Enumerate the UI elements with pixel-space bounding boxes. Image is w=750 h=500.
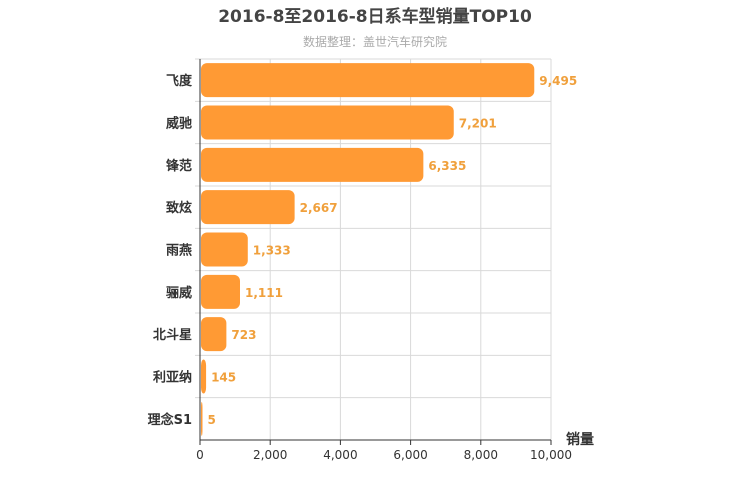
- category-label: 飞度: [166, 73, 193, 89]
- bar: [201, 317, 227, 352]
- data-label: 1,111: [245, 286, 283, 300]
- data-label: 723: [231, 328, 256, 342]
- bar: [201, 190, 295, 225]
- data-label: 6,335: [428, 159, 466, 173]
- category-label: 致炫: [166, 200, 192, 216]
- bar: [201, 359, 207, 394]
- bar: [201, 63, 535, 98]
- tick-label: 8,000: [464, 448, 498, 462]
- bar: [201, 147, 424, 182]
- chart-title: 2016-8至2016-8日系车型销量TOP10: [218, 6, 532, 27]
- value-axis-title: 销量: [566, 431, 594, 448]
- category-label: 北斗星: [153, 328, 192, 343]
- tick-label: 10,000: [530, 448, 572, 462]
- data-label: 2,667: [300, 201, 338, 215]
- bars: 9,495 7,201 6,335 2,667 1,333 1,111 723 145 5: [201, 63, 577, 436]
- category-label: 利亚纳: [153, 370, 192, 386]
- chart-subtitle: 数据整理：盖世汽车研究院: [303, 34, 447, 49]
- data-label: 7,201: [459, 117, 497, 131]
- tick-label: 2,000: [253, 448, 287, 462]
- category-label: 威驰: [166, 116, 192, 132]
- data-label: 1,333: [253, 244, 291, 258]
- tick-label: 0: [196, 448, 204, 462]
- tick-label: 6,000: [393, 448, 427, 462]
- tick-label: 4,000: [323, 448, 357, 462]
- bar: [201, 105, 454, 140]
- bar: [201, 274, 240, 309]
- category-label: 锋范: [166, 158, 192, 174]
- bar: [201, 232, 248, 267]
- data-label: 145: [211, 371, 236, 385]
- data-label: 5: [208, 413, 216, 427]
- category-label: 骊威: [166, 285, 192, 301]
- bar: [201, 401, 203, 436]
- category-label: 理念S1: [148, 412, 192, 428]
- category-label: 雨燕: [166, 243, 192, 259]
- tick-labels: 0 2,000 4,000 6,000 8,000 10,000: [196, 448, 572, 462]
- data-label: 9,495: [539, 74, 577, 88]
